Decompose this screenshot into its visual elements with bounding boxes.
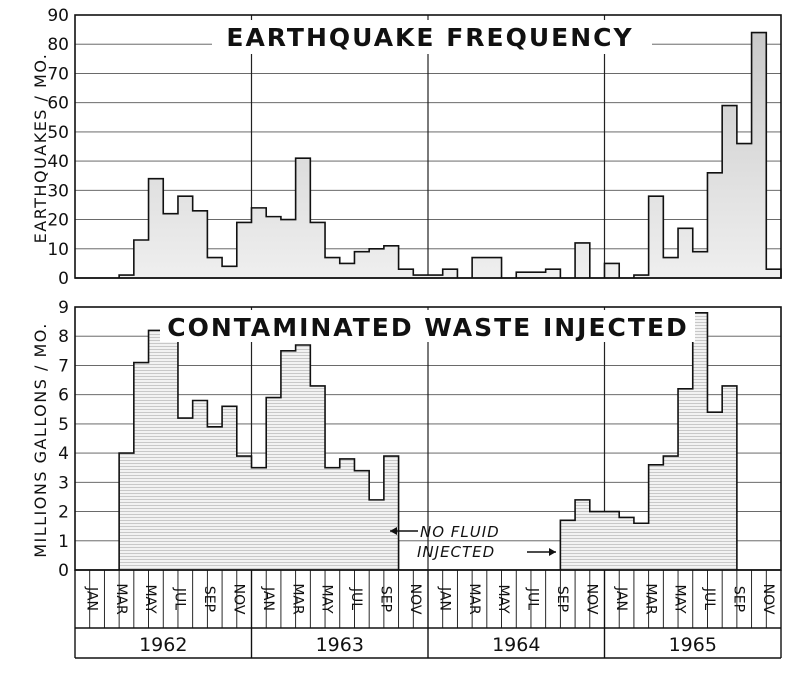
earthquake-bars: [75, 31, 782, 279]
waste-y-tick: 8: [58, 327, 69, 347]
month-tick-label: MAY: [495, 584, 511, 614]
title-backdrop-2: [160, 310, 695, 342]
year-label-1963: 1963: [316, 634, 364, 656]
waste-y-axis-label: MILLIONS GALLONS / MO.: [31, 322, 50, 558]
no-fluid-annotation: NO FLUID INJECTED: [390, 523, 556, 561]
month-tick-label: JUL: [172, 587, 188, 610]
earthquake-y-tick: 60: [47, 94, 69, 114]
month-tick-label: MAY: [319, 584, 335, 614]
waste-y-tick: 5: [58, 415, 69, 435]
month-tick-label: SEP: [731, 586, 747, 612]
waste-y-tick: 7: [58, 356, 69, 376]
waste-y-tick: 4: [58, 444, 69, 464]
year-label-1962: 1962: [139, 634, 187, 656]
month-tick-label: JUL: [701, 587, 717, 610]
waste-chart-title: CONTAMINATED WASTE INJECTED: [167, 313, 689, 342]
title-backdrop: [212, 20, 652, 54]
month-tick-label: MAY: [672, 584, 688, 614]
waste-y-tick: 3: [58, 473, 69, 493]
month-tick-label: SEP: [554, 586, 570, 612]
earthquake-y-tick: 70: [47, 64, 69, 84]
month-tick-label: NOV: [583, 584, 599, 615]
month-tick-label: JAN: [436, 586, 452, 611]
earthquake-y-tick: 30: [47, 181, 69, 201]
earthquake-chart-title: EARTHQUAKE FREQUENCY: [226, 23, 633, 52]
earthquake-y-axis-label: EARTHQUAKES / MO.: [31, 53, 50, 244]
earthquake-plot-frame: [74, 14, 782, 279]
month-tick-label: JAN: [613, 586, 629, 611]
month-tick-label: MAR: [289, 583, 305, 615]
month-tick-label: MAR: [113, 583, 129, 615]
waste-y-tick: 6: [58, 386, 69, 406]
year-label-1964: 1964: [492, 634, 540, 656]
earthquake-y-tick: 0: [58, 269, 69, 289]
waste-y-tick: 9: [58, 298, 69, 318]
waste-y-tick: 0: [58, 561, 69, 581]
month-axis: JAN MAR MAY JUL SEP NOV JAN MAR MAY JUL SEP NOV JAN M…: [74, 570, 782, 658]
month-tick-label: JAN: [83, 586, 99, 611]
month-tick-label: JUL: [525, 587, 541, 610]
annotation-line-2: INJECTED: [417, 543, 495, 561]
waste-y-tick: 1: [58, 532, 69, 552]
month-tick-label: SEP: [201, 586, 217, 612]
earthquake-y-tick: 80: [47, 35, 69, 55]
annotation-line-1: NO FLUID: [420, 523, 500, 541]
earthquake-y-tick: 40: [47, 152, 69, 172]
waste-y-tick-labels: 0 1 2 3 4 5 6 7 8 9: [58, 298, 69, 581]
month-tick-label: NOV: [230, 584, 246, 615]
month-tick-label: SEP: [378, 586, 394, 612]
month-tick-label: MAY: [142, 584, 158, 614]
earthquake-y-tick-labels: 0 10 20 30 40 50 60 70 80 90: [47, 6, 69, 289]
earthquake-y-tick: 20: [47, 211, 69, 231]
month-tick-label: NOV: [407, 584, 423, 615]
month-tick-label: MAR: [642, 583, 658, 615]
year-label-1965: 1965: [669, 634, 717, 656]
waste-bars: [75, 312, 781, 571]
month-tick-label: JUL: [348, 587, 364, 610]
month-tick-label: MAR: [466, 583, 482, 615]
earthquake-y-tick: 10: [47, 240, 69, 260]
month-tick-label: NOV: [760, 584, 776, 615]
earthquake-y-tick: 50: [47, 123, 69, 143]
earthquake-y-tick: 90: [47, 6, 69, 26]
month-tick-label: JAN: [260, 586, 276, 611]
waste-y-tick: 2: [58, 503, 69, 523]
year-axis: 1962 1963 1964 1965: [74, 628, 782, 659]
